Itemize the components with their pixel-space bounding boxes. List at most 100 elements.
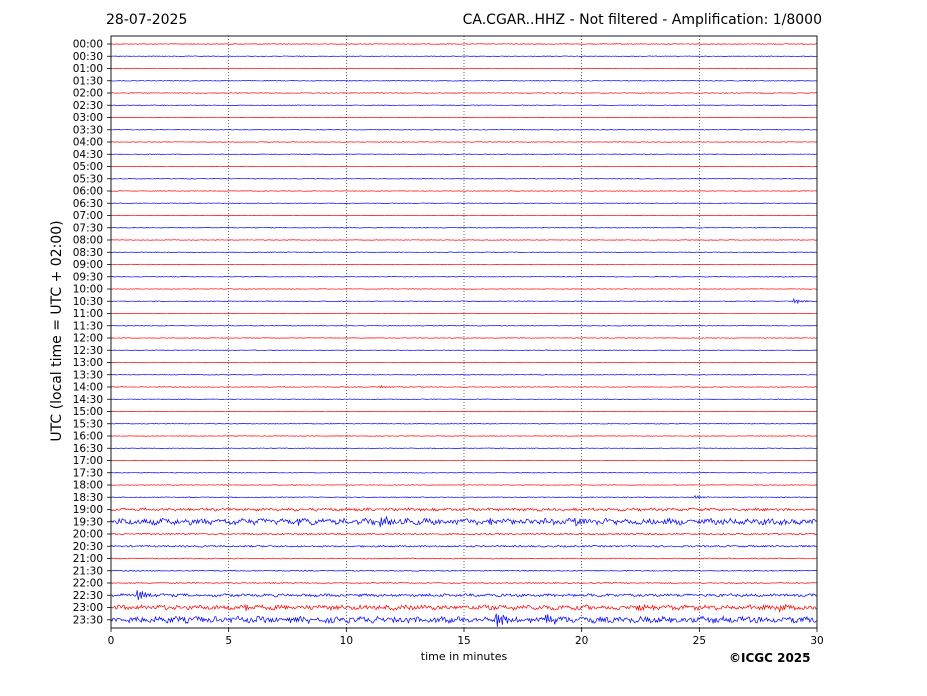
trace-0930: [110, 276, 818, 278]
trace-0330: [110, 129, 818, 131]
date-label: 28-07-2025: [106, 12, 188, 28]
trace-0630: [110, 202, 818, 204]
trace-2130: [110, 569, 818, 572]
trace-0500: [110, 165, 818, 168]
x-tick-label-0: 0: [108, 635, 115, 647]
y-tick-label-0430: 04:30: [73, 149, 103, 161]
y-tick-label-2230: 22:30: [73, 590, 103, 602]
y-tick-label-0800: 08:00: [73, 235, 103, 247]
y-tick-label-1700: 17:00: [73, 455, 103, 467]
x-tick-label-15: 15: [457, 635, 470, 647]
y-tick-label-2100: 21:00: [73, 553, 103, 565]
y-tick-label-0730: 07:30: [73, 222, 103, 234]
trace-1100: [110, 312, 818, 315]
trace-1930: [110, 515, 818, 528]
trace-2000: [110, 532, 818, 536]
x-tick-label-5: 5: [225, 635, 232, 647]
trace-1000: [110, 288, 818, 290]
y-tick-label-1330: 13:30: [73, 369, 103, 381]
y-tick-label-1900: 19:00: [73, 504, 103, 516]
y-tick-label-0000: 00:00: [73, 39, 103, 51]
grid-layer: [228, 36, 700, 628]
x-tick-label-30: 30: [810, 635, 823, 647]
trace-1130: [110, 325, 818, 327]
y-tick-label-1730: 17:30: [73, 467, 103, 479]
trace-2330: [110, 613, 818, 627]
trace-0900: [110, 263, 818, 266]
y-tick-label-0700: 07:00: [73, 210, 103, 222]
trace-0300: [110, 116, 818, 119]
trace-1430: [110, 398, 818, 400]
trace-1600: [110, 435, 818, 437]
y-tick-label-1600: 16:00: [73, 431, 103, 443]
y-tick-label-1530: 15:30: [73, 418, 103, 430]
trace-1830: [110, 494, 818, 499]
y-tick-label-0330: 03:30: [73, 124, 103, 136]
copyright-label: ©ICGC 2025: [729, 651, 811, 665]
y-tick-label-0400: 04:00: [73, 137, 103, 149]
trace-0400: [110, 141, 818, 143]
y-tick-label-1430: 14:30: [73, 394, 103, 406]
trace-0030: [110, 55, 818, 57]
y-tick-label-0230: 02:30: [73, 100, 103, 112]
y-tick-label-0030: 00:30: [73, 51, 103, 63]
trace-0230: [110, 104, 818, 106]
trace-0600: [110, 190, 818, 192]
y-tick-label-1000: 10:00: [73, 284, 103, 296]
trace-0200: [110, 92, 818, 94]
trace-1530: [110, 423, 818, 425]
trace-1330: [110, 374, 818, 376]
trace-1630: [110, 447, 818, 449]
y-tick-label-0200: 02:00: [73, 88, 103, 100]
y-tick-label-2030: 20:30: [73, 541, 103, 553]
x-tick-label-20: 20: [575, 635, 588, 647]
y-tick-label-0530: 05:30: [73, 173, 103, 185]
y-tick-label-2000: 20:00: [73, 529, 103, 541]
trace-layer: [110, 43, 818, 627]
trace-0130: [110, 80, 818, 82]
trace-0800: [110, 239, 818, 241]
trace-0530: [110, 178, 818, 180]
y-tick-label-0830: 08:30: [73, 247, 103, 259]
y-tick-label-1100: 11:00: [73, 308, 103, 320]
y-tick-label-2300: 23:00: [73, 602, 103, 614]
y-tick-label-0100: 01:00: [73, 63, 103, 75]
trace-1230: [110, 349, 818, 351]
trace-1300: [110, 361, 818, 364]
y-tick-label-1200: 12:00: [73, 333, 103, 345]
trace-0730: [111, 227, 818, 229]
y-tick-label-2130: 21:30: [73, 565, 103, 577]
y-tick-label-1030: 10:30: [73, 296, 103, 308]
trace-2230: [110, 590, 818, 601]
trace-2030: [110, 544, 818, 548]
trace-2200: [110, 582, 818, 584]
trace-1200: [111, 337, 818, 339]
y-tick-label-2330: 23:30: [73, 614, 103, 626]
trace-0100: [110, 67, 818, 70]
trace-0000: [110, 43, 818, 45]
y-tick-label-1230: 12:30: [73, 345, 103, 357]
x-tick-label-25: 25: [693, 635, 706, 647]
y-tick-label-0500: 05:00: [73, 161, 103, 173]
y-tick-label-1630: 16:30: [73, 443, 103, 455]
trace-1730: [110, 472, 818, 474]
trace-1800: [110, 484, 818, 486]
y-tick-label-0630: 06:30: [73, 198, 103, 210]
y-tick-label-0930: 09:30: [73, 271, 103, 283]
trace-0700: [110, 214, 818, 217]
trace-1700: [110, 459, 818, 462]
trace-2300: [110, 603, 818, 613]
y-tick-label-1930: 19:30: [73, 516, 103, 528]
trace-1900: [110, 507, 818, 512]
plot-title: CA.CGAR..HHZ - Not filtered - Amplificat…: [462, 12, 822, 28]
y-tick-label-0300: 03:00: [73, 112, 103, 124]
y-tick-label-1400: 14:00: [73, 382, 103, 394]
x-tick-label-10: 10: [340, 635, 353, 647]
axis-layer: 00:0000:3001:0001:3002:0002:3003:0003:30…: [73, 35, 824, 647]
y-tick-label-1130: 11:30: [73, 320, 103, 332]
trace-0430: [110, 153, 818, 155]
y-tick-label-2200: 22:00: [73, 578, 103, 590]
x-axis-label: time in minutes: [420, 650, 508, 663]
y-tick-label-0130: 01:30: [73, 75, 103, 87]
